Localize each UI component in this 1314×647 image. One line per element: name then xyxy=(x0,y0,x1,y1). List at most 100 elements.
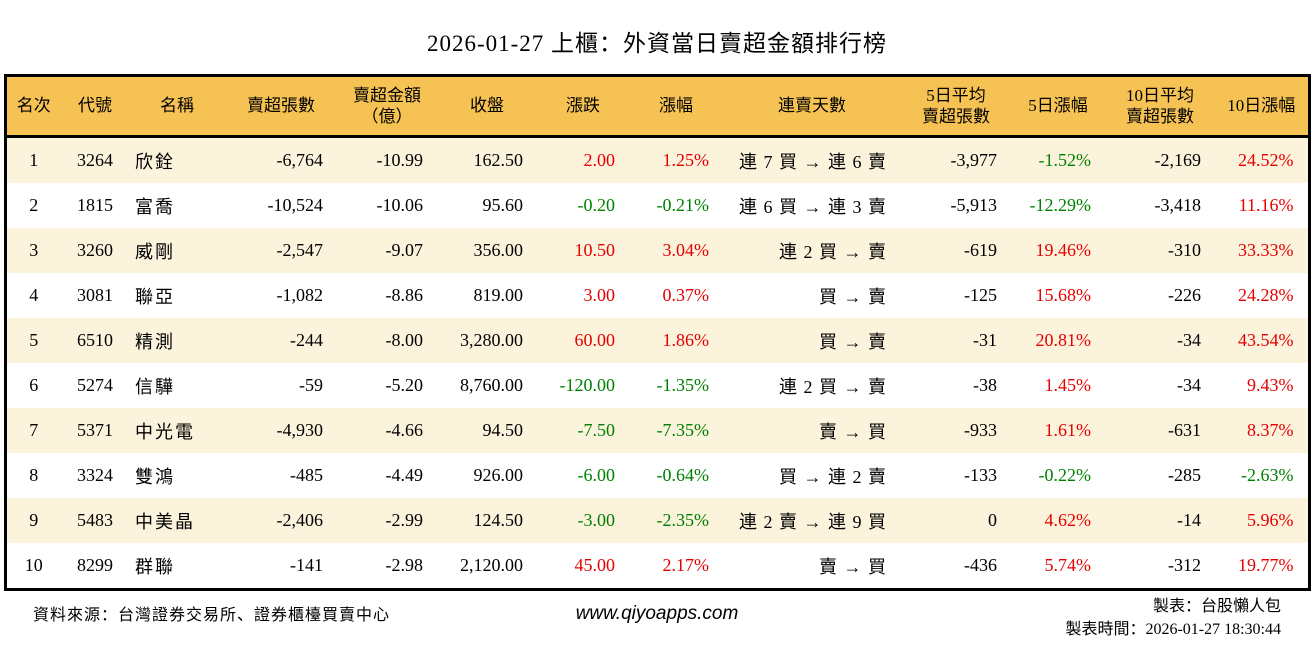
cell-10day-avg-volume: -34 xyxy=(1177,330,1201,350)
cell-stock-code: 3081 xyxy=(77,285,113,305)
cell-stock-code: 5274 xyxy=(77,375,113,395)
cell-10day-change-percent: 11.16% xyxy=(1238,195,1294,215)
cell-5day-avg-volume: -933 xyxy=(964,420,997,440)
cell-close-price: 926.00 xyxy=(473,465,524,485)
column-header: 名次 xyxy=(5,75,61,138)
cell-sell-amount: -10.06 xyxy=(376,195,424,215)
cell-10day-avg-volume: -312 xyxy=(1168,555,1201,575)
cell-5day-avg-volume: -133 xyxy=(964,465,997,485)
cell-price-change: -7.50 xyxy=(577,420,616,440)
column-header: 代號 xyxy=(61,75,129,138)
table-header: 名次 代號 名稱 賣超張數 賣超金額 （億） 收盤 漲跌 漲幅 連賣天數 5日平均 賣超張數 5日漲… xyxy=(5,75,1309,138)
cell-5day-change-percent: -12.29% xyxy=(1029,195,1092,215)
cell-5day-avg-volume: 0 xyxy=(988,510,997,530)
cell-sell-amount: -4.49 xyxy=(385,465,424,485)
cell-sell-volume: -485 xyxy=(290,465,323,485)
table-body: 1 3264 欣銓 -6,764 -10.99 162.50 2.00 1.25… xyxy=(5,136,1309,590)
cell-sell-amount: -4.66 xyxy=(385,420,424,440)
column-header: 賣超金額 （億） xyxy=(337,75,437,138)
cell-rank: 7 xyxy=(29,420,39,440)
cell-close-price: 124.50 xyxy=(473,510,524,530)
cell-10day-change-percent: 5.96% xyxy=(1247,510,1294,530)
cell-close-price: 162.50 xyxy=(473,150,524,170)
cell-stock-name: 信驊 xyxy=(135,376,175,397)
cell-sell-amount: -9.07 xyxy=(385,240,424,260)
cell-price-change: -120.00 xyxy=(559,375,616,395)
cell-streak-days: 連 7 買 → 連 6 賣 xyxy=(739,151,887,172)
column-header: 10日平均 賣超張數 xyxy=(1105,75,1215,138)
cell-streak-days: 連 2 買 → 賣 xyxy=(779,376,887,397)
cell-10day-avg-volume: -3,418 xyxy=(1154,195,1202,215)
cell-change-percent: -1.35% xyxy=(656,375,710,395)
cell-sell-volume: -141 xyxy=(290,555,323,575)
cell-10day-avg-volume: -34 xyxy=(1177,375,1201,395)
cell-close-price: 95.60 xyxy=(482,195,524,215)
cell-10day-avg-volume: -14 xyxy=(1177,510,1201,530)
cell-10day-change-percent: 24.52% xyxy=(1238,150,1294,170)
cell-streak-days: 連 2 買 → 賣 xyxy=(779,241,887,262)
cell-10day-avg-volume: -310 xyxy=(1168,240,1201,260)
cell-sell-volume: -244 xyxy=(290,330,323,350)
cell-price-change: 10.50 xyxy=(574,240,616,260)
cell-stock-name: 中光電 xyxy=(135,421,195,442)
cell-close-price: 8,760.00 xyxy=(460,375,523,395)
cell-rank: 10 xyxy=(24,555,43,575)
cell-stock-name: 中美晶 xyxy=(135,511,195,532)
cell-stock-code: 3260 xyxy=(77,240,113,260)
cell-change-percent: 2.17% xyxy=(662,555,710,575)
table-row: 5 6510 精測 -244 -8.00 3,280.00 60.00 1.86… xyxy=(5,318,1309,363)
cell-sell-volume: -2,547 xyxy=(276,240,324,260)
page-title: 2026-01-27 上櫃：外資當日賣超金額排行榜 xyxy=(426,31,888,56)
column-header: 賣超張數 xyxy=(225,75,337,138)
cell-streak-days: 賣 → 買 xyxy=(819,556,887,577)
cell-close-price: 3,280.00 xyxy=(460,330,523,350)
cell-close-price: 356.00 xyxy=(473,240,524,260)
cell-10day-change-percent: 24.28% xyxy=(1238,285,1294,305)
cell-sell-amount: -8.86 xyxy=(385,285,424,305)
table-row: 3 3260 威剛 -2,547 -9.07 356.00 10.50 3.04… xyxy=(5,228,1309,273)
cell-sell-volume: -59 xyxy=(299,375,323,395)
cell-5day-avg-volume: -31 xyxy=(973,330,997,350)
cell-change-percent: 3.04% xyxy=(662,240,710,260)
cell-price-change: -0.20 xyxy=(577,195,616,215)
cell-sell-amount: -8.00 xyxy=(385,330,424,350)
cell-stock-code: 3324 xyxy=(77,465,113,485)
column-header: 名稱 xyxy=(129,75,225,138)
cell-10day-avg-volume: -631 xyxy=(1168,420,1201,440)
cell-10day-change-percent: 8.37% xyxy=(1247,420,1294,440)
cell-sell-volume: -1,082 xyxy=(276,285,324,305)
column-header: 10日漲幅 xyxy=(1215,75,1309,138)
cell-5day-change-percent: 20.81% xyxy=(1035,330,1092,350)
cell-5day-change-percent: -0.22% xyxy=(1038,465,1092,485)
cell-5day-avg-volume: -436 xyxy=(964,555,997,575)
cell-streak-days: 賣 → 買 xyxy=(819,421,887,442)
cell-close-price: 2,120.00 xyxy=(460,555,523,575)
cell-5day-change-percent: 15.68% xyxy=(1035,285,1092,305)
cell-change-percent: 0.37% xyxy=(662,285,710,305)
cell-close-price: 94.50 xyxy=(482,420,524,440)
table-row: 2 1815 富喬 -10,524 -10.06 95.60 -0.20 -0.… xyxy=(5,183,1309,228)
cell-price-change: 2.00 xyxy=(583,150,616,170)
footer: 資料來源：台灣證券交易所、證券櫃檯買賣中心 www.qiyoapps.com 製… xyxy=(33,595,1281,647)
table-row: 7 5371 中光電 -4,930 -4.66 94.50 -7.50 -7.3… xyxy=(5,408,1309,453)
cell-stock-code: 1815 xyxy=(77,195,113,215)
cell-stock-code: 5483 xyxy=(77,510,113,530)
table-row: 4 3081 聯亞 -1,082 -8.86 819.00 3.00 0.37%… xyxy=(5,273,1309,318)
cell-price-change: 60.00 xyxy=(574,330,616,350)
cell-stock-name: 雙鴻 xyxy=(135,466,175,487)
report-page: 2026-01-27 上櫃：外資當日賣超金額排行榜 名次 代號 名稱 賣超張數 賣超金額… xyxy=(3,31,1311,638)
cell-change-percent: -0.64% xyxy=(656,465,710,485)
cell-stock-name: 群聯 xyxy=(135,556,175,577)
cell-5day-change-percent: 5.74% xyxy=(1044,555,1092,575)
column-header: 連賣天數 xyxy=(723,75,901,138)
cell-rank: 2 xyxy=(29,195,39,215)
cell-10day-avg-volume: -285 xyxy=(1168,465,1201,485)
cell-stock-name: 精測 xyxy=(135,331,175,352)
column-header: 漲幅 xyxy=(629,75,723,138)
cell-change-percent: 1.25% xyxy=(662,150,710,170)
cell-5day-change-percent: 1.61% xyxy=(1044,420,1092,440)
cell-5day-avg-volume: -5,913 xyxy=(950,195,998,215)
column-header: 漲跌 xyxy=(537,75,629,138)
cell-sell-amount: -10.99 xyxy=(376,150,424,170)
cell-10day-change-percent: 9.43% xyxy=(1247,375,1294,395)
